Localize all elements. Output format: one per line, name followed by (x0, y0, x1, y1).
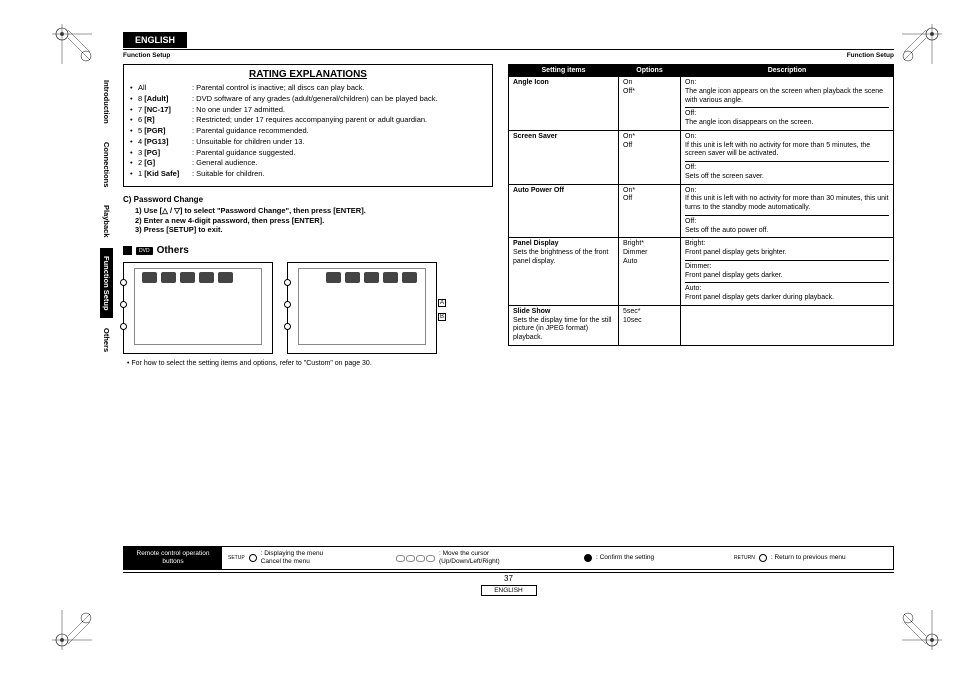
menu-icon (142, 272, 157, 283)
password-change-heading: C) Password Change (123, 195, 493, 204)
crop-mark-icon (902, 610, 942, 650)
legend-text: (Up/Down/Left/Right) (439, 558, 500, 566)
rating-row: •7 [NC-17]: No one under 17 admitted. (130, 105, 486, 115)
settings-table: Setting items Options Description Angle … (508, 64, 894, 346)
section-label-left: Function Setup (123, 52, 170, 59)
rating-row: •All: Parental control is inactive; all … (130, 83, 486, 93)
menu-screenshots: A B (123, 262, 493, 354)
enter-button-icon (584, 554, 592, 562)
legend-text: : Confirm the setting (596, 554, 654, 562)
btn-label-setup: SETUP (228, 555, 245, 561)
step: 3) Press [SETUP] to exit. (135, 225, 493, 235)
others-title: Others (157, 245, 189, 256)
btn-label-return: RETURN (734, 555, 755, 561)
menu-icon (383, 272, 398, 283)
rating-row: •6 [R]: Restricted; under 17 requires ac… (130, 115, 486, 125)
remote-legend: Remote control operation buttons SETUP :… (123, 546, 894, 570)
rating-row: •4 [PG13]: Unsuitable for children under… (130, 137, 486, 147)
menu-icon (364, 272, 379, 283)
step: 1) Use [△ / ▽] to select "Password Chang… (135, 206, 493, 216)
step: 2) Enter a new 4-digit password, then pr… (135, 216, 493, 226)
divider (123, 49, 894, 50)
side-tab-connections[interactable]: Connections (100, 134, 113, 195)
legend-text: : Move the cursor (439, 550, 500, 558)
legend-text: : Displaying the menu (261, 550, 324, 558)
table-row: Slide ShowSets the display time for the … (509, 305, 894, 345)
binder-ring-icon (284, 279, 291, 286)
rating-title: RATING EXPLANATIONS (130, 69, 486, 80)
legend-text: Cancel the menu (261, 558, 324, 566)
menu-icon (161, 272, 176, 283)
others-heading: DVD Others (123, 245, 493, 256)
rating-explanations-box: RATING EXPLANATIONS •All: Parental contr… (123, 64, 493, 187)
menu-icon (345, 272, 360, 283)
menu-icons (326, 272, 417, 283)
english-pill: ENGLISH (481, 585, 537, 596)
left-column: RATING EXPLANATIONS •All: Parental contr… (123, 64, 493, 367)
binder-ring-icon (120, 279, 127, 286)
menu-icon (326, 272, 341, 283)
table-row: Auto Power OffOn*OffOn:If this unit is l… (509, 184, 894, 238)
th-setting: Setting items (509, 65, 619, 77)
password-steps: 1) Use [△ / ▽] to select "Password Chang… (135, 206, 493, 235)
menu-icon (402, 272, 417, 283)
th-description: Description (681, 65, 894, 77)
page-number: 37 (123, 572, 894, 583)
callout-a: A (438, 299, 446, 307)
side-tab-function-setup[interactable]: Function Setup (100, 248, 113, 319)
table-row: Screen SaverOn*OffOn:If this unit is lef… (509, 130, 894, 184)
menu-icon (180, 272, 195, 283)
menu-icon (199, 272, 214, 283)
button-icon (249, 554, 257, 562)
table-row: Panel DisplaySets the brightness of the … (509, 238, 894, 306)
binder-ring-icon (120, 301, 127, 308)
menu-screen-1 (123, 262, 273, 354)
binder-ring-icon (284, 323, 291, 330)
side-tab-intro[interactable]: Introduction (100, 72, 113, 132)
rating-row: •8 [Adult]: DVD software of any grades (… (130, 94, 486, 104)
menu-icon (218, 272, 233, 283)
table-row: Angle IconOnOff*On:The angle icon appear… (509, 77, 894, 131)
button-icon (759, 554, 767, 562)
manual-page: ENGLISH Function Setup Function Setup In… (60, 32, 894, 610)
screens-hint: • For how to select the setting items an… (127, 360, 493, 367)
menu-icons (142, 272, 233, 283)
footer: Remote control operation buttons SETUP :… (123, 546, 894, 596)
menu-screen-2: A B (287, 262, 437, 354)
legend-text: : Return to previous menu (771, 554, 846, 562)
language-tab: ENGLISH (123, 32, 187, 48)
crop-mark-icon (902, 24, 942, 64)
section-label-right: Function Setup (847, 52, 894, 59)
side-tab-others[interactable]: Others (100, 320, 113, 360)
callout-b: B (438, 313, 446, 321)
side-tabs: Introduction Connections Playback Functi… (100, 72, 115, 362)
binder-ring-icon (120, 323, 127, 330)
side-tab-playback[interactable]: Playback (100, 197, 113, 246)
footer-left-label: Remote control operation buttons (124, 547, 222, 569)
th-options: Options (619, 65, 681, 77)
square-bullet-icon (123, 246, 132, 255)
rating-row: •2 [G]: General audience. (130, 158, 486, 168)
arrow-buttons-icon (396, 555, 435, 562)
binder-ring-icon (284, 301, 291, 308)
right-column: Setting items Options Description Angle … (508, 64, 894, 346)
crop-mark-icon (52, 610, 92, 650)
dvd-badge: DVD (136, 247, 153, 255)
rating-row: •3 [PG]: Parental guidance suggested. (130, 148, 486, 158)
rating-row: •5 [PGR]: Parental guidance recommended. (130, 126, 486, 136)
rating-row: •1 [Kid Safe]: Suitable for children. (130, 169, 486, 179)
